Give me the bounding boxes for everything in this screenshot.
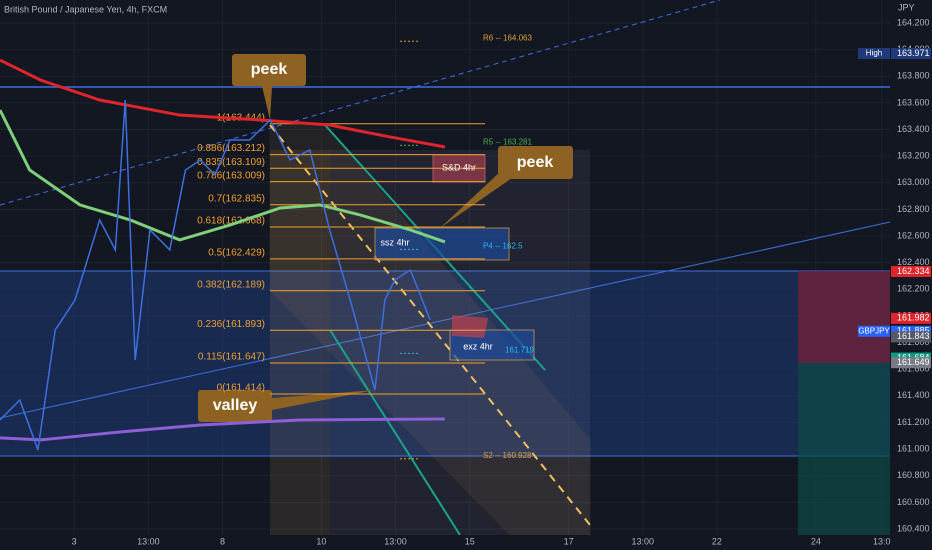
callout — [232, 54, 306, 86]
trend-line — [0, 221, 890, 419]
chart-title: British Pound / Japanese Yen, 4h, FXCM — [4, 4, 167, 14]
y-tick-label: 162.800 — [897, 204, 930, 214]
y-tick-label: 160.600 — [897, 497, 930, 507]
trend-dashed — [0, 0, 721, 206]
y-tick-label: 163.600 — [897, 97, 930, 107]
y-tick-label: 162.400 — [897, 257, 930, 267]
fib-label: 0.786(163.009) — [197, 170, 265, 181]
x-tick-label: 13:0 — [873, 536, 891, 546]
pivot-label: P4 -- 162.5 — [483, 242, 523, 251]
reward-box — [798, 363, 890, 535]
axis-unit: JPY — [898, 2, 915, 12]
y-tick-label: 163.800 — [897, 71, 930, 81]
pivot-label: 161.719 — [505, 345, 534, 354]
x-tick-label: 8 — [220, 536, 225, 546]
zone-label: ssz 4hr — [380, 237, 409, 247]
price-tag — [891, 265, 931, 277]
callout-pointer — [440, 172, 512, 228]
x-tick-label: 13:00 — [137, 536, 160, 546]
callout — [498, 146, 573, 179]
fib-label: 0.236(161.893) — [197, 319, 265, 330]
callout-pointer — [272, 390, 375, 410]
fib-label: 0.618(162.668) — [197, 216, 265, 227]
price-tag — [891, 312, 931, 324]
pivot-label: R5 -- 163.281 — [483, 138, 532, 147]
zone-label: exz 4hr — [463, 341, 493, 351]
zone-label: S&D 4hr — [442, 162, 476, 172]
risk-box — [798, 271, 890, 363]
price-tag — [891, 48, 931, 60]
price-tag-label: 163.971 — [897, 48, 930, 58]
x-tick-label: 22 — [712, 536, 722, 546]
annotation: valley — [213, 397, 258, 414]
y-tick-label: 161.600 — [897, 364, 930, 374]
callout-pointer — [262, 86, 272, 120]
blue-zone — [0, 271, 890, 456]
y-tick-label: 161.200 — [897, 417, 930, 427]
fib-label: 0.382(162.189) — [197, 279, 265, 290]
x-tick-label: 17 — [564, 536, 574, 546]
y-tick-label: 163.200 — [897, 151, 930, 161]
fib-label: 0.115(161.647) — [198, 352, 265, 363]
x-tick-label: 24 — [811, 536, 821, 546]
series-line — [0, 109, 446, 244]
y-tick-label: 163.000 — [897, 177, 930, 187]
price-tag-label: 162.334 — [897, 266, 930, 276]
fib-label: 0(161.414) — [217, 383, 265, 394]
tag-name: High — [866, 49, 882, 58]
pivot-label: S2 -- 160.928 — [483, 451, 532, 460]
callout — [198, 390, 272, 422]
price-tag — [891, 357, 931, 369]
x-tick-label: 3 — [72, 536, 77, 546]
tag-name-box — [858, 48, 890, 60]
tag-name: GBPJPY — [858, 326, 890, 335]
fib-label: 0.886(163.212) — [197, 143, 265, 154]
y-tick-label: 161.400 — [897, 390, 930, 400]
zone-box — [452, 315, 488, 338]
series-line — [0, 99, 431, 451]
fib-label: 0.5(162.429) — [208, 247, 265, 258]
y-tick-label: 160.800 — [897, 470, 930, 480]
channel-edge — [329, 329, 461, 535]
series-layer: 1(163.444)0.886(163.212)0.835(163.109)0.… — [0, 33, 534, 460]
annotation: peek — [517, 154, 554, 171]
x-tick-label: 13:00 — [632, 536, 655, 546]
y-tick-label: 162.600 — [897, 230, 930, 240]
channel-mid — [269, 124, 591, 526]
zone-box — [374, 227, 510, 261]
y-tick-label: 162.200 — [897, 284, 930, 294]
y-tick-label: 164.200 — [897, 17, 930, 27]
price-tag — [891, 331, 931, 343]
drawings — [0, 0, 890, 535]
price-tag-label: 161.843 — [897, 331, 930, 341]
fib-label: 0.7(162.835) — [208, 193, 265, 204]
y-tick-label: 161.000 — [897, 443, 930, 453]
tag-name-box — [858, 325, 890, 337]
y-tick-label: 163.400 — [897, 124, 930, 134]
x-tick-label: 15 — [465, 536, 475, 546]
series-line — [0, 58, 446, 149]
price-tag-label: 161.649 — [897, 357, 930, 367]
annotation: peek — [251, 61, 288, 78]
x-tick-label: 10 — [316, 536, 326, 546]
price-tag-label: 161.982 — [897, 313, 930, 323]
price-tag — [891, 325, 931, 337]
fib-label: 0.835(163.109) — [197, 157, 265, 168]
range-box — [270, 150, 330, 535]
x-tick-label: 13:00 — [384, 536, 407, 546]
pivot-label: R6 -- 164.063 — [483, 33, 532, 42]
y-tick-label: 160.400 — [897, 523, 930, 533]
price-tag-label: 161.885 — [897, 326, 930, 336]
